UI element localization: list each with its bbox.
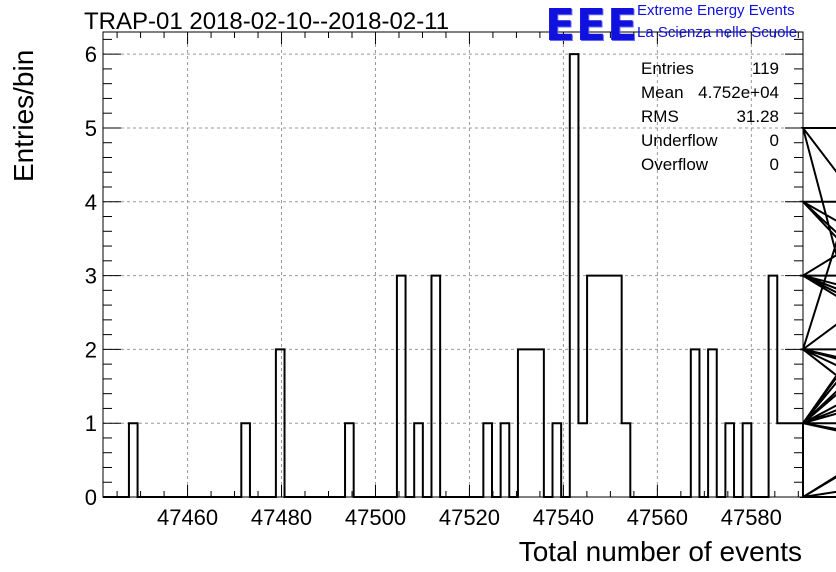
- y-tick-label: 6: [85, 42, 97, 67]
- x-tick-label: 47460: [157, 505, 218, 530]
- chart-title: TRAP-01 2018-02-10--2018-02-11: [84, 8, 450, 35]
- stat-value: 31.28: [736, 107, 779, 126]
- stat-row-underflow: Underflow 0: [641, 131, 779, 155]
- stat-row-mean: Mean 4.752e+04: [641, 83, 779, 107]
- eee-logo: EEE: [545, 0, 639, 51]
- y-tick-label: 1: [85, 411, 97, 436]
- x-tick-label: 47520: [439, 505, 500, 530]
- x-tick-label: 47540: [533, 505, 594, 530]
- stat-row-rms: RMS 31.28: [641, 107, 779, 131]
- y-tick-label: 5: [85, 116, 97, 141]
- x-tick-label: 47480: [251, 505, 312, 530]
- stat-name: Underflow: [641, 131, 718, 150]
- stats-box: Entries 119 Mean 4.752e+04 RMS 31.28 Und…: [641, 59, 779, 179]
- y-tick-label: 0: [85, 485, 97, 510]
- logo-line-2: La Scienza nelle Scuole: [637, 24, 798, 41]
- stat-name: Entries: [641, 59, 694, 78]
- stat-name: Overflow: [641, 155, 709, 174]
- x-tick-label: 47500: [345, 505, 406, 530]
- stat-value: 0: [769, 131, 779, 150]
- stat-value: 0: [769, 155, 779, 174]
- stat-row-entries: Entries 119: [641, 59, 779, 83]
- y-tick-label: 2: [85, 337, 97, 362]
- logo-line-1: Extreme Energy Events: [637, 2, 795, 19]
- stat-value: 119: [751, 59, 779, 78]
- y-tick-label: 4: [85, 190, 97, 215]
- y-tick-label: 3: [85, 264, 97, 289]
- stat-value: 4.752e+04: [698, 83, 779, 102]
- stat-row-overflow: Overflow 0: [641, 155, 779, 179]
- plot-frame: [102, 31, 804, 498]
- x-tick-label: 47580: [721, 505, 782, 530]
- stat-name: RMS: [641, 107, 679, 126]
- x-axis-label: Total number of events: [518, 536, 802, 567]
- y-axis-label: Entries/bin: [8, 49, 39, 182]
- stat-name: Mean: [641, 83, 684, 102]
- x-tick-label: 47560: [627, 505, 688, 530]
